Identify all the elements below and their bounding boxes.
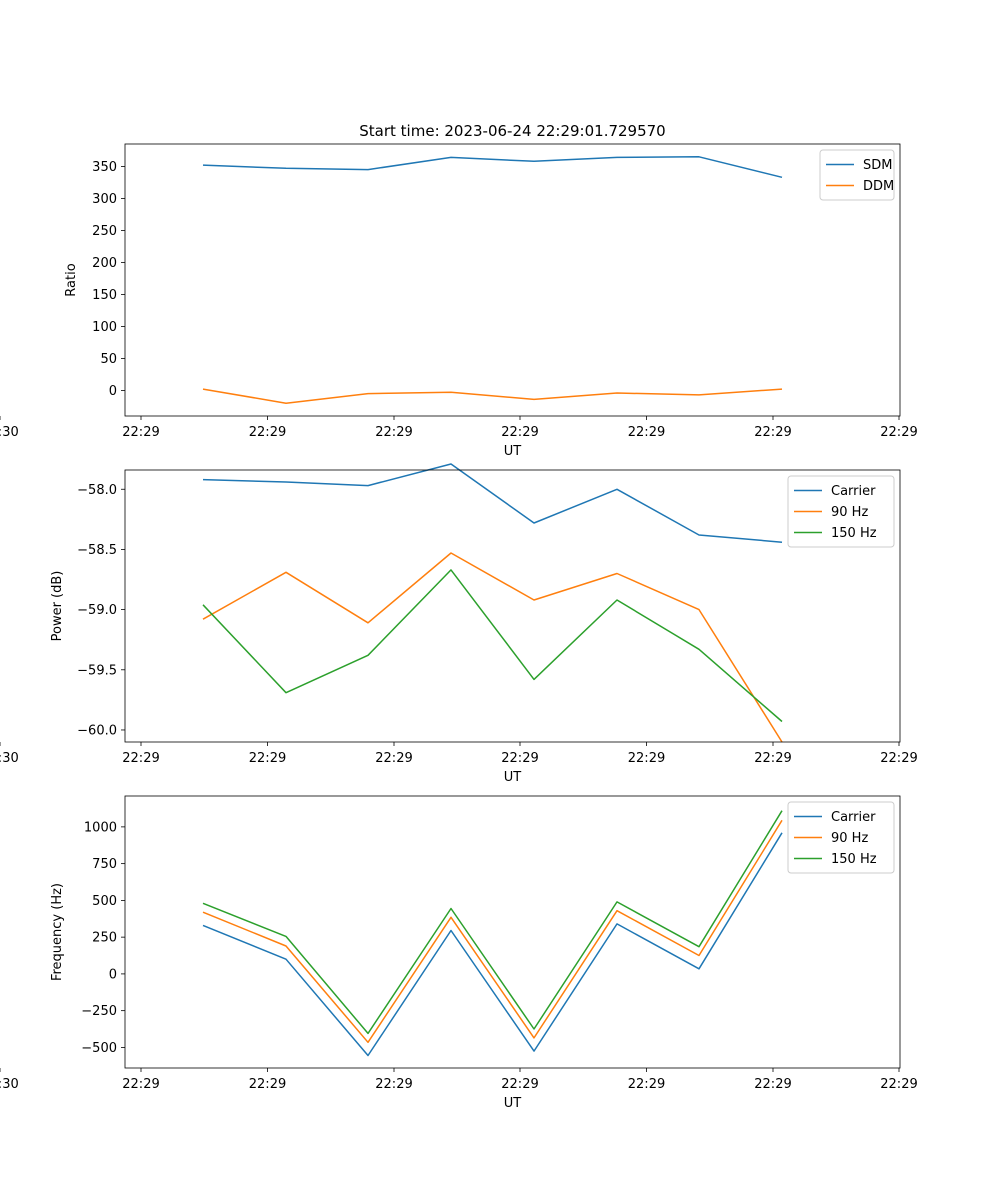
x-tick-label: 22:29 xyxy=(880,425,917,440)
legend: Carrier 90 Hz 150 Hz xyxy=(787,475,895,548)
y-tick-label: 250 xyxy=(92,224,117,239)
legend-label-150-hz: 150 Hz xyxy=(831,852,877,867)
series-lines xyxy=(202,463,783,743)
y-tick-label: −60.0 xyxy=(77,723,117,738)
x-tick-label: 22:29 xyxy=(628,751,665,766)
legend-box xyxy=(819,149,895,201)
y-tick-label: −59.0 xyxy=(77,603,117,618)
legend-label-carrier: Carrier xyxy=(831,810,876,825)
series-line-ddm xyxy=(202,388,783,404)
y-tick-label: −58.0 xyxy=(77,483,117,498)
y-tick-label: −250 xyxy=(81,1004,117,1019)
y-tick-label: 350 xyxy=(92,160,117,175)
y-tick-label: −59.5 xyxy=(77,663,117,678)
x-tick-label: 22:29 xyxy=(122,751,159,766)
x-tick-label: 22:29 xyxy=(754,425,791,440)
x-tick-label: 22:29 xyxy=(880,1077,917,1092)
y-tick-label: 0 xyxy=(109,384,117,399)
series-line-90-hz xyxy=(202,819,783,1044)
series-line-sdm xyxy=(202,156,783,179)
series-line-90-hz xyxy=(202,552,783,743)
x-tick-label: 22:29 xyxy=(501,425,538,440)
x-tick-label: 22:30 xyxy=(0,425,19,440)
axes-frame xyxy=(124,469,901,743)
x-axis-label: UT xyxy=(504,444,522,459)
y-tick-label: 200 xyxy=(92,256,117,271)
series-line-carrier xyxy=(202,832,783,1057)
chart-panel-1: Start time: 2023-06-24 22:29:01.729570 22… xyxy=(0,122,918,459)
x-tick-label: 22:29 xyxy=(249,751,286,766)
series-line-150-hz xyxy=(202,810,783,1035)
x-tick-label: 22:29 xyxy=(628,425,665,440)
legend-label-ddm: DDM xyxy=(863,179,894,194)
y-tick-label: 250 xyxy=(92,931,117,946)
y-tick-label: 300 xyxy=(92,192,117,207)
legend-label-90-hz: 90 Hz xyxy=(831,831,868,846)
legend-label-150-hz: 150 Hz xyxy=(831,526,877,541)
axes-frame xyxy=(124,143,901,417)
y-axis-label: Power (dB) xyxy=(50,571,65,642)
legend-box xyxy=(787,475,895,548)
legend-label-90-hz: 90 Hz xyxy=(831,505,868,520)
x-tick-label: 22:29 xyxy=(628,1077,665,1092)
y-axis-label: Ratio xyxy=(64,263,79,296)
y-tick-label: 0 xyxy=(109,967,117,982)
axes-frame xyxy=(124,795,901,1069)
x-axis-label: UT xyxy=(504,770,522,785)
x-tick-label: 22:29 xyxy=(754,1077,791,1092)
legend: Carrier 90 Hz 150 Hz xyxy=(787,801,895,874)
y-tick-label: 150 xyxy=(92,288,117,303)
series-line-carrier xyxy=(202,463,783,543)
y-tick-label: −500 xyxy=(81,1041,117,1056)
x-tick-label: 22:29 xyxy=(501,751,538,766)
x-axis-label: UT xyxy=(504,1096,522,1111)
x-tick-label: 22:30 xyxy=(0,1077,19,1092)
chart-panel-3: 22:29 22:29 22:29 22:29 22:29 22:29 22:29 22:30… xyxy=(0,795,918,1111)
x-tick-label: 22:29 xyxy=(880,751,917,766)
x-tick-label: 22:29 xyxy=(122,425,159,440)
y-tick-label: 50 xyxy=(100,352,117,367)
legend-label-carrier: Carrier xyxy=(831,484,876,499)
x-tick-label: 22:29 xyxy=(122,1077,159,1092)
x-tick-label: 22:29 xyxy=(375,425,412,440)
x-tick-label: 22:29 xyxy=(249,1077,286,1092)
y-axis-label: Frequency (Hz) xyxy=(50,883,65,981)
series-lines xyxy=(202,810,783,1057)
chart-title: Start time: 2023-06-24 22:29:01.729570 xyxy=(359,122,665,140)
x-tick-label: 22:29 xyxy=(375,751,412,766)
x-tick-label: 22:29 xyxy=(754,751,791,766)
series-lines xyxy=(202,156,783,404)
x-tick-label: 22:30 xyxy=(0,751,19,766)
legend-label-sdm: SDM xyxy=(863,158,892,173)
legend: SDM DDM xyxy=(819,149,895,201)
x-tick-label: 22:29 xyxy=(501,1077,538,1092)
y-tick-label: 500 xyxy=(92,894,117,909)
y-tick-label: 1000 xyxy=(84,820,117,835)
chart-panel-2: 22:29 22:29 22:29 22:29 22:29 22:29 22:29 22:30… xyxy=(0,463,918,785)
x-tick-label: 22:29 xyxy=(375,1077,412,1092)
x-tick-label: 22:29 xyxy=(249,425,286,440)
legend-box xyxy=(787,801,895,874)
y-tick-label: 750 xyxy=(92,857,117,872)
y-tick-label: −58.5 xyxy=(77,543,117,558)
y-tick-label: 100 xyxy=(92,320,117,335)
series-line-150-hz xyxy=(202,569,783,723)
